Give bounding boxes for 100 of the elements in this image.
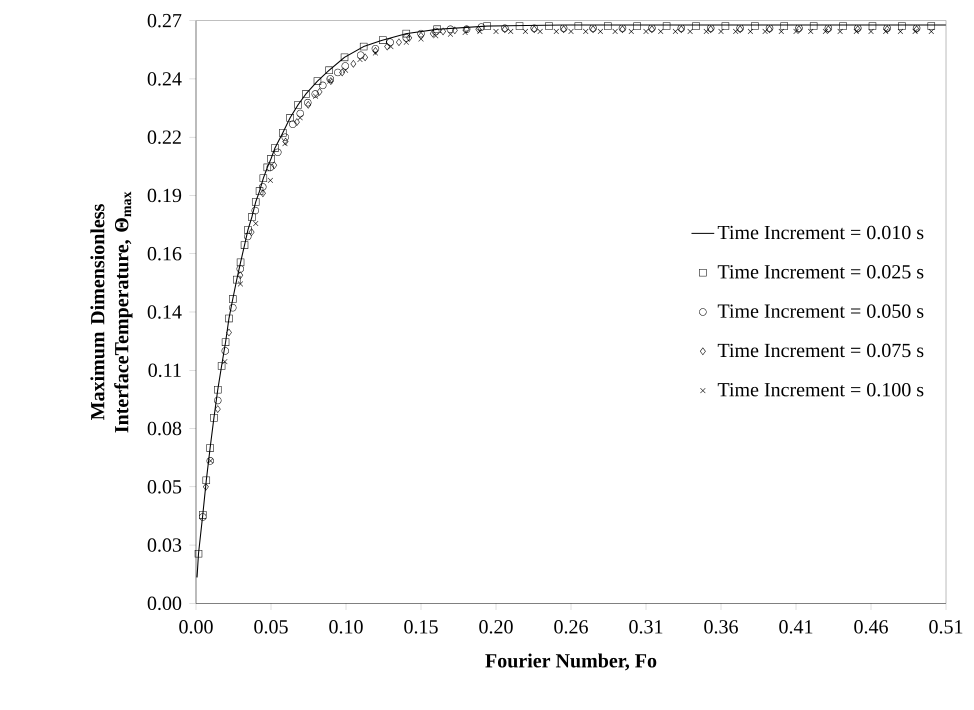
point xyxy=(692,22,700,30)
legend-label: Time Increment = 0.100 s xyxy=(718,382,924,397)
point xyxy=(452,26,458,34)
point xyxy=(432,33,438,38)
point xyxy=(252,220,258,226)
point xyxy=(294,101,302,109)
point xyxy=(475,26,482,34)
y-tick-label: 0.00 xyxy=(148,596,182,610)
point xyxy=(508,28,514,34)
point xyxy=(372,50,378,56)
point xyxy=(342,62,350,70)
point xyxy=(312,90,320,98)
y-tick-label: 0.11 xyxy=(148,363,181,378)
point xyxy=(260,190,266,198)
point xyxy=(289,120,296,128)
point xyxy=(718,28,724,34)
y-tick-label: 0.08 xyxy=(148,422,182,436)
point xyxy=(356,51,364,59)
point xyxy=(440,28,446,36)
point xyxy=(493,28,499,34)
point xyxy=(202,476,210,484)
point xyxy=(199,513,207,521)
point xyxy=(388,44,394,50)
point xyxy=(522,28,528,34)
point xyxy=(633,22,641,30)
point xyxy=(274,148,282,156)
text: Maximum Dimensionless InterfaceTemperature, Θ$_{max}$ xyxy=(90,192,132,433)
point xyxy=(643,28,649,34)
point xyxy=(379,36,387,44)
point xyxy=(418,32,424,40)
point xyxy=(462,30,468,36)
point xyxy=(762,28,768,34)
point xyxy=(286,114,294,122)
point xyxy=(704,28,710,34)
y-tick-label: 0.03 xyxy=(148,538,182,552)
y-tick-label: 0.27 xyxy=(148,14,182,28)
point xyxy=(282,133,290,141)
legend-label: Time Increment = 0.025 s xyxy=(718,265,924,279)
point xyxy=(340,54,348,62)
point xyxy=(218,362,226,370)
point xyxy=(446,26,454,34)
point xyxy=(928,22,936,30)
point xyxy=(206,444,214,452)
point xyxy=(432,28,440,36)
y-tick-label: 0.14 xyxy=(148,305,182,319)
point xyxy=(237,272,244,280)
point xyxy=(748,28,754,34)
point xyxy=(912,28,918,34)
point xyxy=(305,101,312,109)
point xyxy=(339,68,346,76)
x-tick-label: 0.41 xyxy=(779,620,812,634)
point xyxy=(372,44,380,52)
point xyxy=(478,23,486,31)
point xyxy=(264,164,272,172)
point xyxy=(302,90,310,98)
point xyxy=(868,22,876,30)
point xyxy=(229,295,236,303)
y-tick-label: 0.05 xyxy=(148,480,182,494)
x-tick-label: 0.20 xyxy=(479,620,513,634)
point xyxy=(240,241,248,249)
point xyxy=(312,93,318,99)
point xyxy=(568,28,574,34)
point xyxy=(350,60,356,68)
point xyxy=(248,228,254,236)
point xyxy=(430,30,436,38)
point xyxy=(252,198,260,206)
point xyxy=(396,38,402,46)
point xyxy=(406,34,412,42)
x-axis-title: Fourier Number, Fo xyxy=(485,653,656,670)
point xyxy=(325,66,333,74)
point xyxy=(238,281,244,287)
point xyxy=(722,22,730,30)
point xyxy=(732,28,738,34)
point xyxy=(256,187,264,195)
point xyxy=(222,347,229,355)
point xyxy=(271,144,279,152)
y-tick-label: 0.22 xyxy=(148,130,181,144)
point xyxy=(417,30,425,38)
point xyxy=(687,28,693,34)
legend-label: Time Increment = 0.010 s xyxy=(718,226,924,240)
legend-label: Time Increment = 0.050 s xyxy=(718,304,924,318)
point xyxy=(229,304,236,312)
point xyxy=(259,183,267,191)
point xyxy=(928,28,934,34)
point xyxy=(448,32,454,37)
point xyxy=(598,28,604,34)
point xyxy=(628,28,634,34)
point xyxy=(314,77,322,85)
point xyxy=(267,155,275,163)
point xyxy=(612,28,618,34)
point xyxy=(294,118,300,126)
point xyxy=(574,22,582,30)
point xyxy=(222,358,228,364)
point xyxy=(252,206,260,214)
point xyxy=(793,28,799,34)
x-tick-label: 0.46 xyxy=(854,620,888,634)
point xyxy=(854,28,860,34)
point xyxy=(222,338,230,346)
point xyxy=(402,30,410,38)
point xyxy=(214,386,222,394)
